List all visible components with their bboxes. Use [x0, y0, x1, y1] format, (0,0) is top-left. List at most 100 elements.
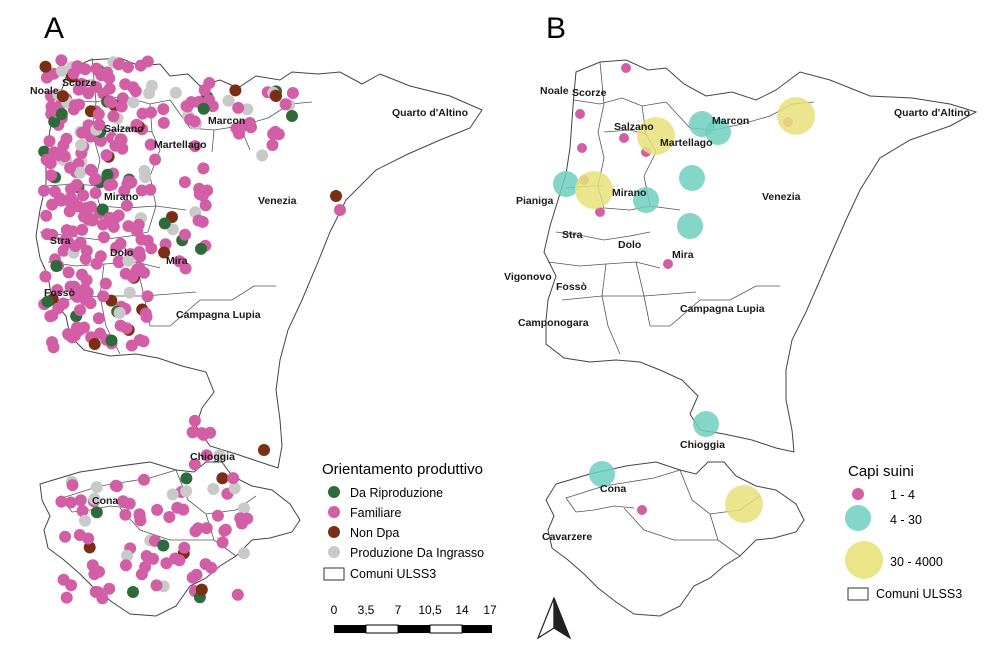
legend-a-item-non-dpa: Non Dpa	[350, 526, 399, 540]
farm-point	[98, 231, 110, 244]
farm-point	[101, 168, 114, 181]
label-b-camponogara: Camponogara	[518, 317, 589, 329]
label-quarto: Quarto d'Altino	[392, 107, 468, 119]
herd-size-point	[633, 187, 659, 213]
farm-point	[180, 485, 193, 498]
farm-point	[179, 262, 192, 275]
label-scorze: Scorze	[62, 77, 97, 89]
farm-point	[144, 138, 157, 151]
farm-point	[103, 582, 116, 595]
farm-point	[158, 246, 171, 259]
farm-point	[55, 54, 68, 67]
farm-point	[157, 103, 170, 116]
farm-point	[46, 228, 59, 241]
farm-point	[100, 149, 113, 162]
farm-point	[229, 84, 242, 97]
farm-point	[216, 472, 229, 485]
farm-point	[200, 449, 213, 462]
scale-tick-4: 14	[455, 603, 469, 617]
farm-point	[149, 153, 162, 166]
herd-size-point	[575, 109, 585, 119]
farm-point	[286, 87, 299, 99]
farm-point	[88, 568, 101, 581]
herd-size-point	[679, 165, 705, 191]
farm-point	[114, 133, 127, 146]
farm-point	[56, 90, 69, 103]
farm-point	[38, 184, 50, 197]
farm-point	[74, 304, 86, 317]
label-venezia: Venezia	[258, 195, 297, 207]
scale-tick-1: 3,5	[358, 603, 375, 617]
legend-a-swatch-boundary	[323, 567, 345, 581]
farm-point	[48, 146, 61, 159]
label-noale: Noale	[30, 85, 59, 97]
farm-point	[188, 115, 201, 128]
herd-size-point	[725, 485, 763, 523]
herd-size-point	[619, 133, 629, 143]
farm-point	[198, 84, 211, 97]
label-b-fosso: Fossò	[556, 281, 587, 293]
panel-b-farm-points	[553, 63, 815, 523]
farm-point	[115, 100, 128, 113]
farm-point	[74, 494, 87, 507]
farm-point	[195, 583, 208, 596]
farm-point	[166, 488, 179, 501]
farm-point	[81, 286, 94, 299]
label-b-quarto: Quarto d'Altino	[894, 107, 970, 119]
farm-point	[74, 166, 87, 179]
farm-point	[243, 117, 256, 129]
label-b-cavarzere: Cavarzere	[542, 531, 592, 543]
label-b-stra: Stra	[562, 229, 583, 241]
label-fosso: Fossò	[44, 287, 75, 299]
farm-point	[286, 110, 298, 122]
farm-point	[160, 557, 173, 570]
farm-point	[89, 172, 102, 185]
panel-a-farm-points	[38, 54, 346, 605]
farm-point	[256, 149, 269, 162]
label-b-salzano: Salzano	[614, 121, 654, 133]
farm-point	[237, 547, 250, 560]
farm-point	[195, 427, 208, 440]
farm-point	[57, 573, 70, 586]
farm-point	[132, 218, 145, 231]
legend-a-swatch-familiare	[328, 506, 340, 518]
label-b-mirano: Mirano	[612, 187, 646, 199]
label-marcon: Marcon	[208, 115, 245, 127]
farm-point	[75, 139, 88, 151]
farm-point	[43, 135, 56, 148]
farm-point	[122, 254, 135, 267]
scale-tick-2: 7	[395, 603, 402, 617]
farm-point	[188, 458, 201, 471]
farm-point	[44, 310, 57, 323]
farm-point	[99, 277, 112, 290]
panel-b-south-lines	[565, 469, 761, 557]
farm-point	[82, 532, 95, 545]
farm-point	[133, 334, 146, 346]
legend-b-swatch-small	[852, 488, 864, 500]
farm-point	[272, 128, 285, 141]
herd-size-point	[589, 461, 615, 487]
farm-point	[60, 132, 73, 145]
farm-point	[55, 64, 68, 77]
farm-point	[197, 102, 210, 115]
farm-point	[231, 588, 244, 601]
label-b-mira: Mira	[672, 249, 694, 261]
legend-b-item-large: 30 - 4000	[890, 555, 943, 569]
farm-point	[127, 81, 140, 94]
farm-point	[201, 184, 214, 197]
farm-point	[94, 134, 107, 147]
label-b-pianiga: Pianiga	[516, 195, 554, 207]
farm-point	[82, 87, 95, 100]
farm-point	[84, 163, 97, 176]
panel-a-letter: A	[44, 12, 64, 45]
farm-point	[169, 86, 182, 99]
farm-point	[114, 319, 127, 332]
label-b-cona: Cona	[600, 483, 626, 495]
herd-size-point	[693, 411, 719, 437]
farm-point	[112, 255, 125, 268]
farm-point	[270, 90, 282, 102]
farm-point	[96, 203, 109, 216]
farm-point	[158, 217, 171, 230]
farm-point	[67, 67, 80, 80]
farm-point	[241, 512, 254, 525]
